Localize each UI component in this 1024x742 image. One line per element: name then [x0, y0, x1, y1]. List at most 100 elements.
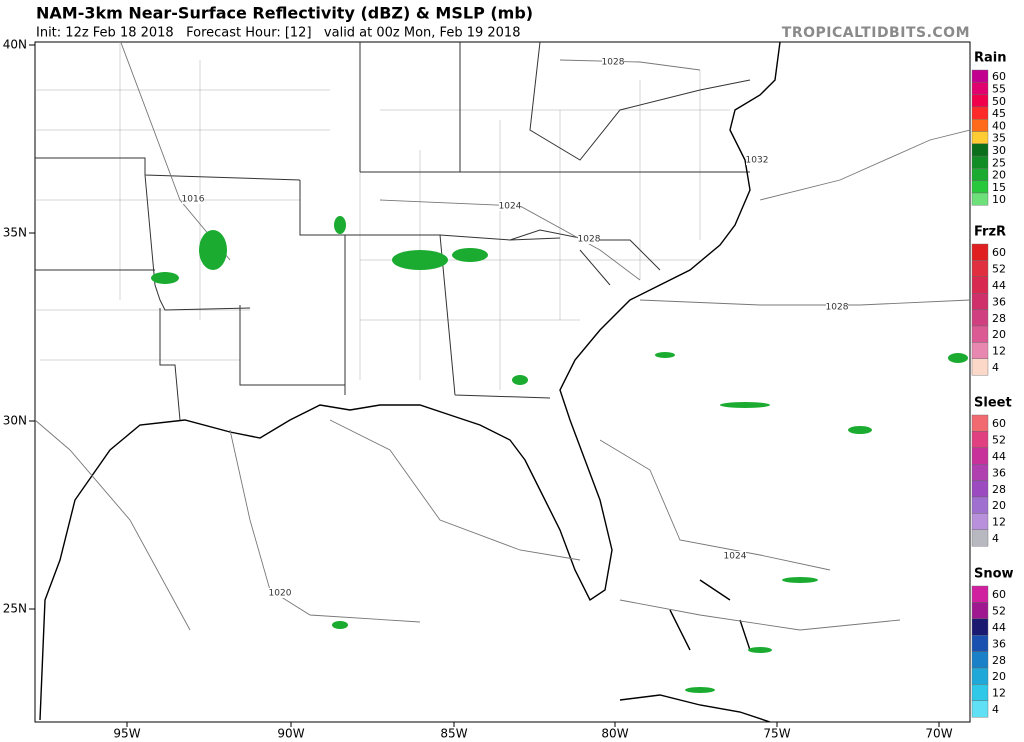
legend-swatch — [971, 106, 989, 120]
legend-level: 60 — [992, 588, 1006, 601]
legend-swatch — [971, 700, 989, 718]
lat-label: 30N — [3, 414, 27, 428]
map-labels: 40N 35N 30N 25N 95W 90W 85W 80W 75W 70W 1028 1032 10… — [3, 38, 953, 741]
legend-swatch — [971, 585, 989, 603]
isobar-label: 1028 — [578, 235, 601, 245]
legend-swatch — [971, 635, 989, 652]
legend-swatch — [971, 464, 989, 481]
legend-level: 52 — [992, 263, 1006, 276]
legend-swatch — [971, 118, 989, 132]
legend-level: 15 — [992, 181, 1006, 194]
legend-swatch — [971, 414, 989, 432]
legend-swatch — [971, 276, 989, 294]
isobar-label-bg — [724, 551, 746, 561]
lat-label: 25N — [3, 602, 27, 616]
legend-swatch — [971, 667, 989, 685]
isobar-label: 1016 — [182, 195, 205, 205]
legend-level: 4 — [992, 361, 999, 374]
legend-swatch — [971, 651, 989, 669]
isobar-label: 1032 — [746, 156, 769, 166]
legend-level: 20 — [992, 328, 1006, 341]
legend-swatch — [971, 602, 989, 620]
subtitle: Init: 12z Feb 18 2018 Forecast Hour: [12… — [36, 26, 520, 41]
isobar-label-bg — [182, 194, 204, 204]
isobar-label-bg — [499, 201, 521, 211]
lon-label: 70W — [925, 727, 952, 741]
legend-level: 60 — [992, 417, 1006, 430]
legend-swatch — [971, 358, 989, 376]
isobar-label-bg — [826, 302, 848, 312]
legend-swatch — [971, 513, 989, 531]
isobar-label: 1024 — [499, 202, 522, 212]
legend-swatch — [971, 82, 989, 95]
legend-swatch — [971, 131, 989, 145]
legend-level: 20 — [992, 499, 1006, 512]
isobar-label-bg — [269, 588, 291, 598]
legend-swatch — [971, 243, 989, 261]
legend-swatch — [971, 293, 989, 310]
legend-swatch — [971, 496, 989, 514]
legend-swatch — [971, 431, 989, 448]
watermark: TROPICALTIDBITS.COM — [782, 25, 970, 41]
legend: Rain6055504540353025201510FrzR6052443628… — [971, 51, 1014, 718]
legend-title: Snow — [974, 567, 1014, 582]
legend-level: 12 — [992, 516, 1006, 529]
legend-title: FrzR — [974, 225, 1006, 240]
isobar-label: 1028 — [602, 58, 625, 68]
lon-label: 75W — [763, 727, 790, 741]
legend-swatch — [971, 94, 989, 108]
legend-level: 28 — [992, 654, 1006, 667]
legend-level: 52 — [992, 605, 1006, 618]
legend-swatch — [971, 168, 989, 181]
isobar-label: 1020 — [269, 589, 292, 599]
legend-swatch — [971, 180, 989, 194]
legend-level: 4 — [992, 703, 999, 716]
legend-level: 44 — [992, 450, 1006, 463]
legend-level: 45 — [992, 107, 1006, 120]
legend-level: 50 — [992, 95, 1006, 108]
isobar-label: 1024 — [724, 552, 747, 562]
lat-label: 40N — [3, 38, 27, 52]
legend-level: 30 — [992, 144, 1006, 157]
legend-level: 20 — [992, 169, 1006, 182]
lat-label: 35N — [3, 226, 27, 240]
legend-swatch — [971, 192, 989, 206]
legend-level: 44 — [992, 621, 1006, 634]
legend-title: Rain — [974, 51, 1007, 66]
legend-level: 28 — [992, 312, 1006, 325]
legend-swatch — [971, 325, 989, 343]
lon-label: 90W — [277, 727, 304, 741]
legend-swatch — [971, 69, 989, 83]
legend-swatch — [971, 529, 989, 547]
legend-swatch — [971, 618, 989, 636]
legend-swatch — [971, 480, 989, 498]
lon-label: 80W — [601, 727, 628, 741]
legend-level: 36 — [992, 295, 1006, 308]
lon-label: 95W — [113, 727, 140, 741]
map — [34, 41, 971, 723]
legend-swatch — [971, 684, 989, 702]
isobar-label-bg — [602, 57, 624, 67]
legend-level: 36 — [992, 637, 1006, 650]
legend-level: 28 — [992, 483, 1006, 496]
legend-level: 12 — [992, 687, 1006, 700]
legend-swatch — [971, 260, 989, 277]
legend-level: 35 — [992, 132, 1006, 145]
legend-swatch — [971, 447, 989, 465]
isobar-label-bg — [746, 155, 768, 165]
legend-level: 12 — [992, 345, 1006, 358]
lon-label: 85W — [440, 727, 467, 741]
legend-level: 60 — [992, 246, 1006, 259]
legend-level: 36 — [992, 466, 1006, 479]
isobar-label: 1028 — [826, 303, 849, 313]
legend-swatch — [971, 309, 989, 327]
legend-swatch — [971, 143, 989, 157]
legend-swatch — [971, 155, 989, 169]
legend-level: 55 — [992, 82, 1006, 95]
title: NAM-3km Near-Surface Reflectivity (dBZ) … — [36, 4, 533, 23]
legend-level: 10 — [992, 193, 1006, 206]
legend-title: Sleet — [974, 396, 1012, 411]
legend-level: 44 — [992, 279, 1006, 292]
legend-level: 25 — [992, 156, 1006, 169]
